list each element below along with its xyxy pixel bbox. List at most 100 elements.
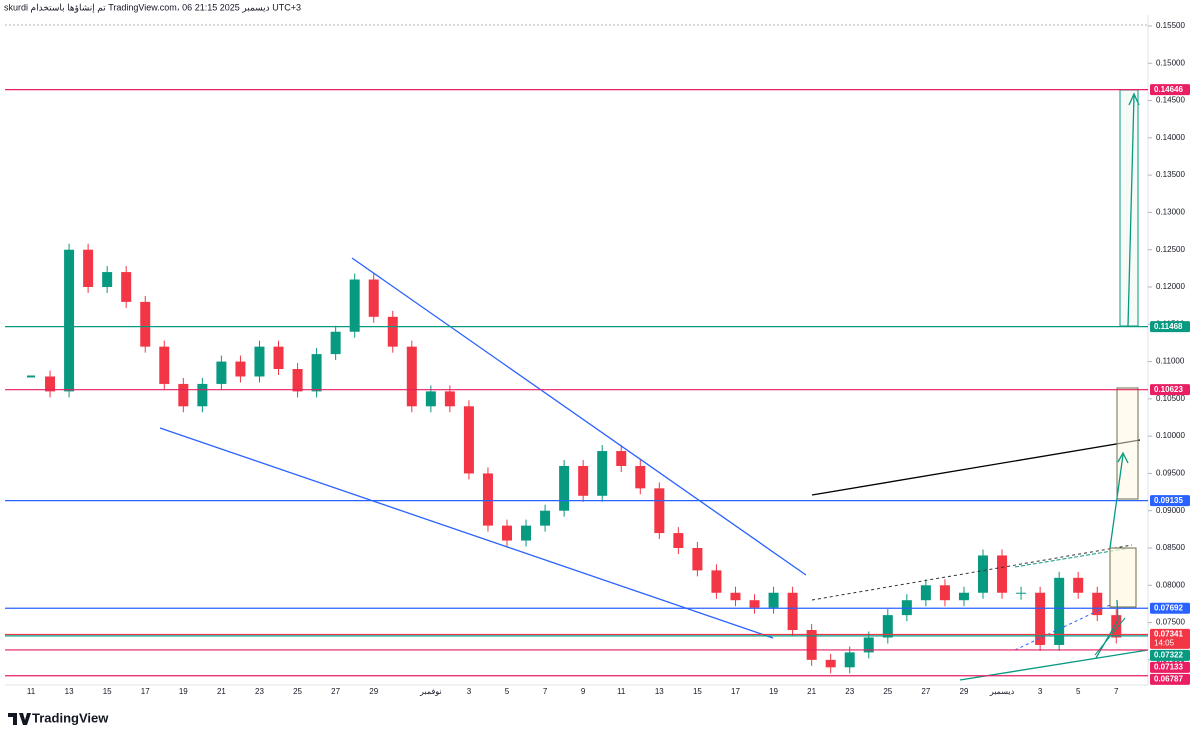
candle — [844, 652, 855, 668]
candle — [635, 465, 646, 489]
candle — [1092, 592, 1103, 616]
candle — [140, 301, 151, 347]
x-tick-label: 13 — [655, 687, 664, 696]
x-tick-label: 5 — [505, 687, 510, 696]
x-tick-label: 9 — [581, 687, 586, 696]
price-label-bg — [1150, 661, 1190, 673]
x-tick-label: 7 — [543, 687, 548, 696]
candle — [349, 279, 360, 332]
candle — [444, 391, 455, 407]
price-label: 0.14646 — [1154, 85, 1183, 94]
candle — [997, 555, 1008, 593]
price-label: 0.07341 — [1154, 630, 1183, 639]
x-tick-label: 3 — [467, 687, 472, 696]
candle — [311, 354, 322, 392]
candle — [749, 600, 760, 608]
price-label: 0.07133 — [1154, 663, 1183, 672]
price-label-bg — [1150, 384, 1190, 396]
y-tick-label: 0.15000 — [1156, 58, 1185, 67]
candle — [64, 249, 75, 392]
candle — [178, 383, 189, 407]
candle — [540, 510, 551, 526]
drawings — [159, 89, 1149, 681]
x-tick-label: 15 — [693, 687, 702, 696]
y-tick-label: 0.11000 — [1156, 357, 1185, 366]
logo-icon — [8, 713, 31, 725]
candle — [1054, 577, 1065, 645]
candle — [730, 592, 741, 601]
candle — [559, 465, 570, 511]
x-tick-label: 19 — [769, 687, 778, 696]
x-tick-label: 29 — [960, 687, 969, 696]
price-label-bg — [1150, 628, 1190, 649]
y-tick-label: 0.12000 — [1156, 282, 1185, 291]
price-label-bg — [1150, 602, 1190, 614]
candle — [159, 346, 170, 384]
x-tick-label: 5 — [1076, 687, 1081, 696]
candle — [1111, 615, 1122, 638]
y-tick-label: 0.10000 — [1156, 431, 1185, 440]
candle — [616, 451, 627, 466]
arrow — [1109, 454, 1124, 549]
price-label: 0.10623 — [1154, 385, 1183, 394]
x-tick-label: 27 — [921, 687, 930, 696]
candle — [806, 630, 817, 660]
x-tick-label: 11 — [617, 687, 626, 696]
candle — [939, 585, 950, 601]
x-tick-label: 21 — [807, 687, 816, 696]
candle — [1073, 577, 1084, 593]
candle — [768, 592, 779, 608]
price-label-bg — [1150, 495, 1190, 507]
candle — [368, 279, 379, 317]
candle — [502, 525, 512, 541]
x-tick-label: 25 — [883, 687, 892, 696]
candle — [216, 361, 227, 384]
candle — [711, 570, 722, 593]
candle — [978, 555, 988, 593]
y-tick-label: 0.13500 — [1156, 170, 1185, 179]
arrow-head — [1128, 92, 1140, 106]
candle — [597, 451, 608, 496]
x-tick-label: 25 — [293, 687, 302, 696]
candle — [330, 331, 341, 355]
candle — [578, 465, 589, 496]
candle — [235, 361, 246, 377]
candle — [406, 346, 417, 407]
price-label: 0.06787 — [1154, 675, 1183, 684]
candle — [521, 525, 532, 541]
target-box — [1116, 387, 1139, 500]
y-tick-label: 0.12500 — [1156, 245, 1185, 254]
x-tick-label: 29 — [369, 687, 378, 696]
price-label-bg — [1150, 84, 1190, 96]
candle — [958, 592, 969, 601]
price-label: 0.07322 — [1154, 651, 1183, 660]
candle — [83, 249, 94, 287]
y-tick-label: 0.07500 — [1156, 618, 1185, 627]
candle — [654, 488, 665, 534]
x-tick-label: 21 — [217, 687, 226, 696]
x-tick-label: 27 — [331, 687, 340, 696]
trend-line — [811, 544, 1133, 601]
candle — [882, 615, 893, 638]
header: skurdi تم إنشاؤها باستخدام TradingView.c… — [4, 2, 301, 13]
y-tick-label: 0.09500 — [1156, 469, 1185, 478]
candle — [197, 383, 208, 407]
price-label: 0.11468 — [1154, 322, 1183, 331]
x-tick-label: 11 — [27, 687, 36, 696]
candle — [102, 272, 113, 287]
candle — [1016, 592, 1027, 594]
candle — [482, 473, 493, 526]
y-tick-label: 0.09000 — [1156, 506, 1185, 515]
y-tick-label: 0.14500 — [1156, 96, 1185, 105]
candle — [863, 637, 874, 653]
candle — [1035, 592, 1046, 645]
x-tick-label: 13 — [65, 687, 74, 696]
target-box — [1109, 547, 1137, 608]
candle — [463, 406, 474, 474]
arrow — [1127, 95, 1135, 327]
x-tick-label: 17 — [731, 687, 740, 696]
candle — [692, 548, 703, 571]
trend-line — [351, 257, 807, 576]
trend-line — [159, 427, 774, 639]
